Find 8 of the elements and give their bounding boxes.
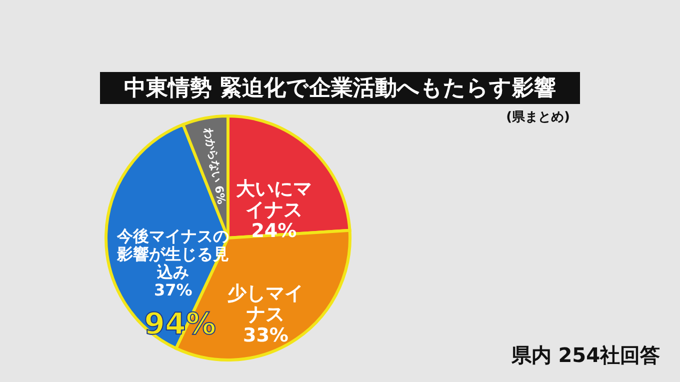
text: 県内 254社回答: [510, 343, 660, 367]
slice-label: わからない 6%: [201, 126, 228, 206]
slice-label: 大いにマイナス: [236, 178, 312, 222]
chart-title: 中東情勢 緊迫化で企業活動へもたらす影響: [124, 75, 556, 101]
data-label: 33%: [242, 324, 288, 346]
text: (県まとめ): [506, 110, 570, 125]
slice-label: 少しマイナス: [228, 282, 304, 326]
data-label: 37%: [154, 280, 192, 300]
